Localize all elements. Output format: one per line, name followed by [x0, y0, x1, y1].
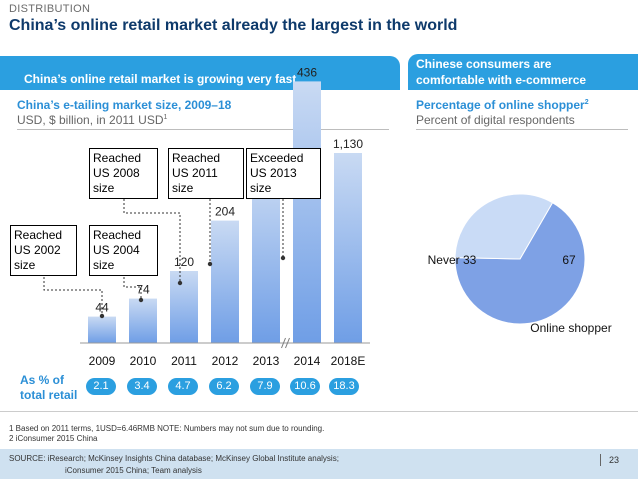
- category-tick-label: 2018E: [331, 354, 366, 368]
- annotation-line: Exceeded: [250, 151, 304, 165]
- bar-2011: [170, 271, 198, 343]
- bar-chart-title: China’s e-tailing market size, 2009–18: [17, 98, 232, 112]
- axis-break-mark: [285, 337, 290, 349]
- pie-chart-title-text: Percentage of online shopper: [416, 98, 585, 112]
- axis-break-mark: [281, 337, 286, 349]
- pie-label-never: Never 33: [428, 253, 477, 267]
- annotation-us-2004: Reached US 2004 size: [89, 225, 158, 276]
- bar-2012: [211, 220, 239, 343]
- pct-pill: 3.4: [127, 378, 157, 395]
- bar-2010: [129, 298, 157, 343]
- leader-dot: [207, 261, 213, 267]
- annotation-line: US 2004: [93, 243, 140, 257]
- leader-dot: [177, 280, 183, 286]
- bar-value-label: 1,130: [333, 137, 363, 151]
- pie-slice-never: [454, 193, 554, 260]
- bar-value-label: 120: [174, 255, 194, 269]
- left-divider: [17, 129, 389, 130]
- bar-chart-subtitle-text: USD, $ billion, in 2011 USD: [17, 113, 164, 127]
- bar-2009: [88, 316, 116, 343]
- pct-pill: 2.1: [86, 378, 116, 395]
- annotation-line: US 2002: [14, 243, 61, 257]
- annotation-line: Reached: [172, 151, 221, 165]
- pct-pill: 4.7: [168, 378, 198, 395]
- annotation-line: Reached: [93, 228, 142, 242]
- category-tick-label: 2010: [130, 354, 157, 368]
- source-line-2: iConsumer 2015 China; Team analysis: [65, 466, 202, 475]
- source-line-1: SOURCE: iResearch; McKinsey Insights Chi…: [9, 454, 339, 463]
- category-tick-label: 2011: [171, 354, 197, 368]
- footnote-marker-2: 2: [584, 99, 589, 106]
- pie-label-online: Online shopper: [530, 321, 611, 335]
- annotation-line: size: [172, 181, 194, 195]
- annotation-us-2011: Reached US 2011 size: [168, 148, 244, 199]
- source-band: [0, 449, 638, 479]
- bar-value-label: 204: [215, 205, 235, 219]
- leader-dot: [138, 297, 144, 303]
- category-tick-label: 2014: [294, 354, 321, 368]
- annotation-line: US 2008: [93, 166, 140, 180]
- leader-line: [43, 273, 103, 316]
- right-banner: Chinese consumers are comfortable with e…: [408, 54, 638, 90]
- pct-pill: 6.2: [209, 378, 239, 395]
- bar-value-label: 74: [136, 283, 150, 297]
- footnote-2: 2 iConsumer 2015 China: [9, 434, 98, 443]
- pct-pill: 18.3: [329, 378, 359, 395]
- pie-layer: 67 Never 33 Online shopper: [428, 193, 612, 335]
- category-tick-label: 2012: [212, 354, 239, 368]
- bar-chart-subtitle: USD, $ billion, in 2011 USD1: [17, 113, 167, 127]
- leader-dot: [280, 255, 286, 261]
- footnote-marker-1: 1: [163, 114, 168, 121]
- annotation-line: US 2011: [172, 166, 218, 180]
- bar-2014: [293, 81, 321, 344]
- section-label: DISTRIBUTION: [9, 3, 91, 15]
- annotation-line: Reached: [93, 151, 142, 165]
- annotation-line: size: [93, 258, 115, 272]
- annotation-line: US 2013: [250, 166, 297, 180]
- bar-2018E: [334, 153, 362, 343]
- leader-dot: [99, 313, 105, 319]
- leader-lines: [43, 199, 286, 319]
- annotation-us-2002: Reached US 2002 size: [10, 225, 77, 276]
- right-banner-line1: Chinese consumers are: [416, 57, 552, 71]
- leader-line: [123, 199, 181, 283]
- pie-slice-online-shopper: [454, 202, 586, 325]
- pct-row-label-line2: total retail: [20, 388, 78, 402]
- category-tick-label: 2013: [253, 354, 280, 368]
- right-banner-line2: comfortable with e-commerce: [416, 73, 587, 87]
- leader-line: [123, 273, 142, 300]
- annotation-us-2008: Reached US 2008 size: [89, 148, 158, 199]
- footer-divider: [0, 411, 638, 412]
- bar-value-label: 436: [297, 65, 317, 79]
- annotation-line: size: [93, 181, 115, 195]
- annotation-line: size: [14, 258, 36, 272]
- pct-pill: 7.9: [250, 378, 280, 395]
- annotation-line: size: [250, 181, 272, 195]
- page-number-separator: [600, 454, 601, 466]
- pct-row-label: As % of total retail: [20, 373, 77, 403]
- annotation-line: Reached: [14, 228, 63, 242]
- page-number: 23: [609, 455, 620, 465]
- pie-chart-subtitle: Percent of digital respondents: [416, 113, 575, 127]
- left-banner: China’s online retail market is growing …: [0, 56, 400, 90]
- footnote-1: 1 Based on 2011 terms, 1USD=6.46RMB NOTE…: [9, 424, 325, 433]
- pie-chart-title: Percentage of online shopper2: [416, 98, 589, 112]
- category-tick-label: 2009: [89, 354, 116, 368]
- page-title: China’s online retail market already the…: [9, 17, 458, 34]
- annotation-us-2013: Exceeded US 2013 size: [246, 148, 321, 199]
- pct-row-label-line1: As % of: [20, 373, 65, 387]
- pct-pill: 10.6: [290, 378, 320, 395]
- pie-value-online: 67: [562, 253, 576, 267]
- bar-2013: [252, 172, 280, 343]
- right-divider: [416, 129, 628, 130]
- bars-layer: 4420097420101202011204201228520134362014…: [80, 65, 370, 368]
